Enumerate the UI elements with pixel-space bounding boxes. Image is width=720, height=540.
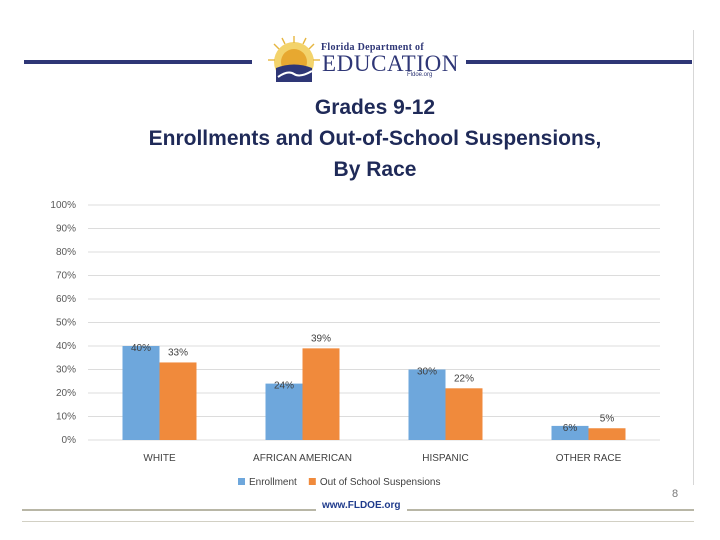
bar	[159, 362, 197, 440]
data-label: 30%	[417, 367, 437, 378]
footer-rule-thin	[22, 521, 694, 522]
x-tick-label: OTHER RACE	[556, 453, 622, 464]
bar	[302, 348, 340, 440]
logo-text-department: Florida Department of	[321, 42, 424, 53]
y-tick-label: 10%	[56, 412, 76, 423]
title-line-3: By Race	[333, 158, 417, 181]
sunburst-logo-icon	[268, 36, 320, 82]
bar	[588, 428, 626, 440]
data-label: 39%	[311, 333, 331, 344]
slide-right-rule	[693, 30, 694, 485]
x-tick-label: AFRICAN AMERICAN	[253, 453, 352, 464]
legend-swatch	[308, 478, 316, 485]
x-tick-label: HISPANIC	[422, 453, 469, 464]
bar	[445, 388, 483, 440]
data-label: 33%	[168, 347, 188, 358]
bar	[265, 383, 303, 440]
title-line-1: Grades 9-12	[314, 96, 436, 119]
y-tick-label: 20%	[56, 388, 76, 399]
data-label: 22%	[454, 373, 474, 384]
y-tick-label: 60%	[56, 294, 76, 305]
logo-text-site: Fldoe.org	[407, 72, 433, 78]
data-label: 24%	[274, 381, 294, 392]
data-label: 6%	[563, 423, 578, 434]
legend-swatch	[238, 478, 245, 485]
y-tick-label: 30%	[56, 365, 76, 376]
header-bar-left	[24, 60, 252, 64]
data-label: 40%	[131, 343, 151, 354]
y-tick-label: 40%	[56, 341, 76, 352]
data-label: 5%	[600, 413, 615, 424]
legend-label: Enrollment	[249, 477, 297, 488]
y-tick-label: 80%	[56, 247, 76, 258]
bar	[408, 369, 446, 440]
x-tick-label: WHITE	[143, 453, 176, 464]
bar	[122, 346, 160, 440]
title-line-2: Enrollments and Out-of-School Suspension…	[148, 127, 602, 150]
y-tick-label: 90%	[56, 224, 76, 235]
fldoe-logo: Florida Department of EDUCATION Fldoe.or…	[266, 34, 459, 84]
y-tick-label: 50%	[56, 318, 76, 329]
y-tick-label: 70%	[56, 271, 76, 282]
footer-url[interactable]: www.FLDOE.org	[316, 500, 407, 511]
header-bar-right	[466, 60, 692, 64]
legend-label: Out of School Suspensions	[320, 477, 441, 488]
logo-text-education: EDUCATION	[322, 51, 459, 76]
slide-title: Grades 9-12 Enrollments and Out-of-Schoo…	[80, 92, 670, 185]
bar	[551, 425, 589, 440]
page-number: 8	[672, 488, 679, 500]
y-tick-label: 0%	[62, 435, 77, 446]
y-tick-label: 100%	[50, 200, 76, 211]
